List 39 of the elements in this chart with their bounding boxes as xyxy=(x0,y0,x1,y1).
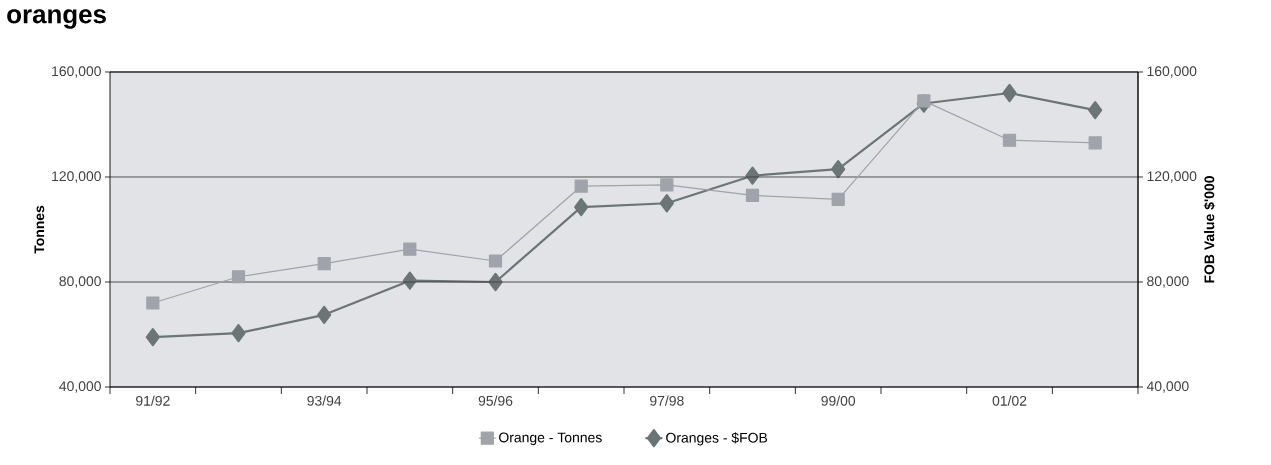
point xyxy=(574,198,589,217)
point xyxy=(1088,100,1103,120)
point xyxy=(659,194,674,213)
legend-label: Orange - Tonnes xyxy=(499,432,602,446)
y2-tick-label: 120,000 xyxy=(1147,171,1197,183)
point xyxy=(574,179,588,193)
y-tick-label: 120,000 xyxy=(52,171,101,183)
point xyxy=(231,270,246,284)
y2-tick-label: 160,000 xyxy=(1147,66,1197,78)
y2-tick-label: 40,000 xyxy=(1146,381,1189,393)
point xyxy=(1002,133,1017,147)
x-tick-label: 95/96 xyxy=(478,395,513,406)
point xyxy=(231,324,246,343)
point xyxy=(660,178,674,192)
y-tick-label: 40,000 xyxy=(59,381,101,393)
point xyxy=(917,94,931,108)
y-tick-label: 80,000 xyxy=(59,276,101,288)
y-tick-label: 160,000 xyxy=(52,66,101,78)
point xyxy=(745,188,760,202)
y2-axis-title: FOB Value $'000 xyxy=(1203,176,1216,283)
point xyxy=(1002,83,1017,103)
x-tick-label: 93/94 xyxy=(307,395,342,406)
point xyxy=(317,257,331,271)
x-tick-label: 91/92 xyxy=(136,395,170,406)
point xyxy=(1088,136,1102,150)
point xyxy=(831,160,846,179)
point xyxy=(403,242,417,256)
y-axis-title: Tonnes xyxy=(34,205,45,254)
point xyxy=(831,192,845,206)
x-tick-label: 01/02 xyxy=(992,395,1027,406)
point xyxy=(146,296,160,310)
point xyxy=(488,254,503,268)
chart-title: oranges xyxy=(7,9,106,29)
legend-label: Oranges - $FOB xyxy=(666,432,768,446)
x-tick-label: 99/00 xyxy=(821,395,856,406)
x-tick-label: 97/98 xyxy=(650,395,684,406)
point xyxy=(317,305,332,324)
y2-tick-label: 80,000 xyxy=(1147,276,1189,288)
point xyxy=(145,328,160,347)
